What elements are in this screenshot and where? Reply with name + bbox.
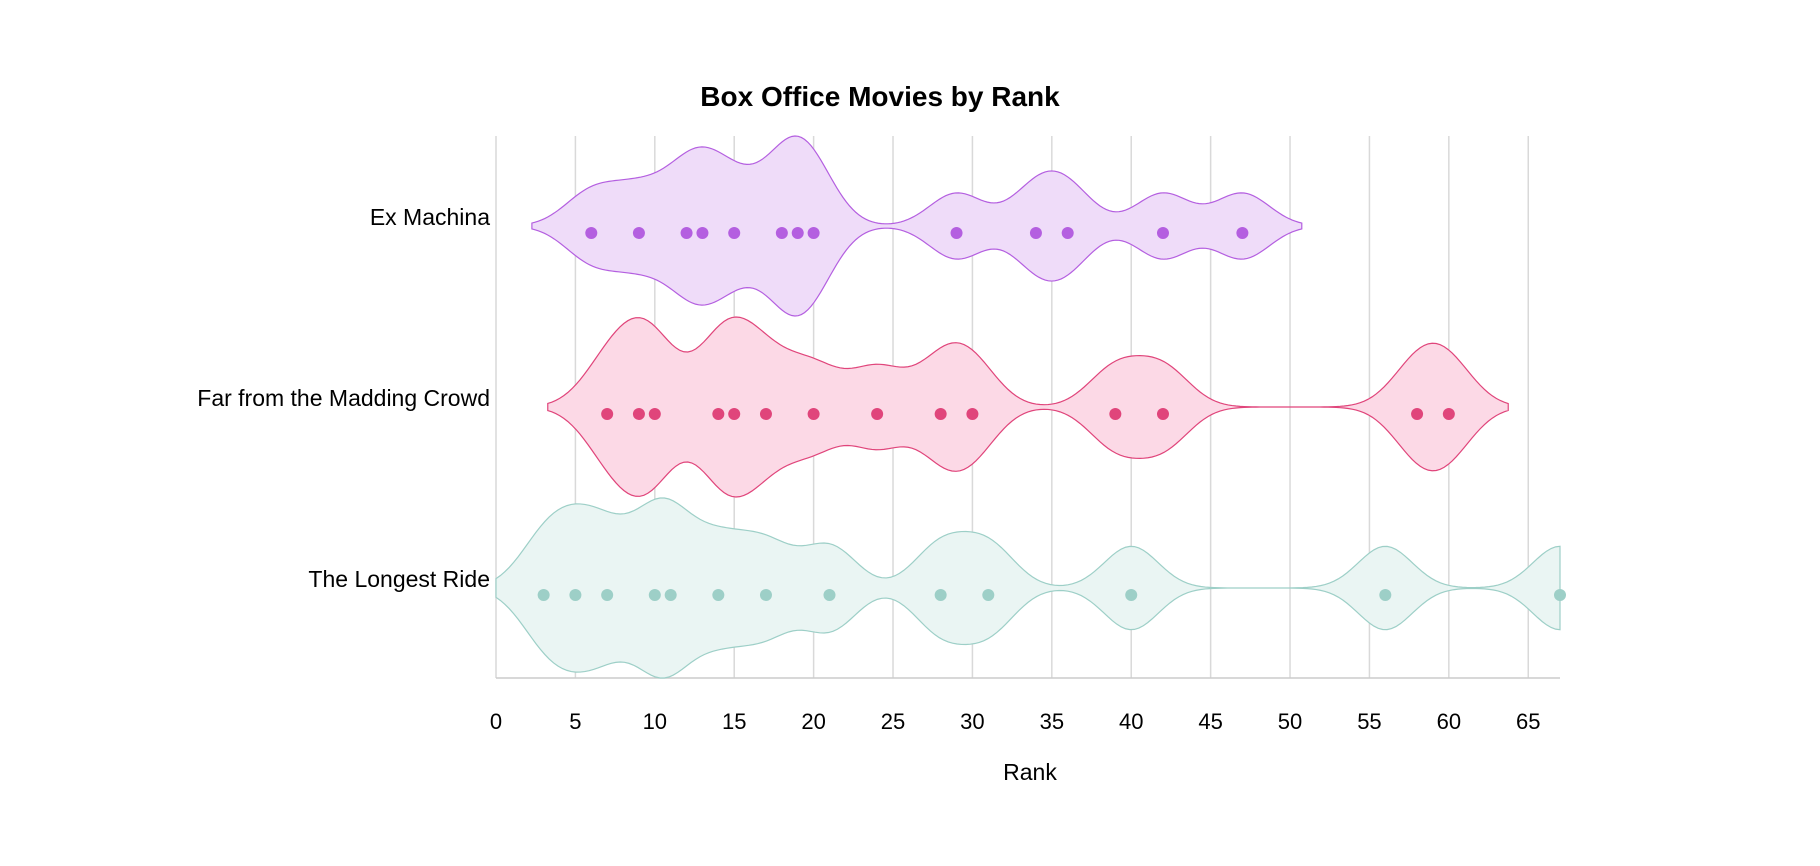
x-axis-label: Rank	[1003, 759, 1057, 785]
data-point	[871, 408, 884, 420]
data-point	[569, 589, 582, 601]
category-label: Ex Machina	[370, 204, 490, 230]
x-tick-label: 0	[490, 709, 502, 734]
data-point	[648, 408, 661, 420]
data-point	[1554, 589, 1566, 601]
data-point	[632, 227, 645, 239]
data-point	[1109, 408, 1122, 420]
data-point	[712, 408, 725, 420]
x-tick-label: 45	[1198, 709, 1222, 734]
data-point	[775, 227, 788, 239]
data-point	[950, 227, 963, 239]
chart-title: Box Office Movies by Rank	[700, 81, 1060, 112]
data-point	[728, 227, 741, 239]
category-labels: Ex Machina Far from the Madding Crowd The …	[197, 204, 490, 592]
data-point	[807, 408, 820, 420]
x-tick-label: 15	[722, 709, 746, 734]
x-axis: 0 5 10 15 20 25 30 35 40 45 50 55 60 65	[490, 677, 1560, 734]
data-point	[934, 408, 947, 420]
x-tick-label: 5	[569, 709, 581, 734]
category-label: The Longest Ride	[308, 566, 490, 592]
x-tick-label: 30	[960, 709, 984, 734]
data-point	[537, 589, 550, 601]
data-point	[1156, 408, 1169, 420]
violin-group	[547, 316, 1509, 498]
data-point	[1411, 408, 1424, 420]
data-point	[585, 227, 598, 239]
data-point	[601, 408, 614, 420]
data-point	[1236, 227, 1249, 239]
x-tick-label: 65	[1516, 709, 1540, 734]
data-point	[1442, 408, 1455, 420]
category-label: Far from the Madding Crowd	[197, 385, 490, 411]
x-tick-label: 50	[1278, 709, 1302, 734]
data-point	[1156, 227, 1169, 239]
data-point	[966, 408, 979, 420]
data-point	[712, 589, 725, 601]
data-point	[1061, 227, 1074, 239]
violin-group	[495, 497, 1566, 679]
x-tick-label: 10	[643, 709, 667, 734]
violin-shape	[547, 316, 1509, 498]
data-point	[1379, 589, 1392, 601]
data-point	[759, 408, 772, 420]
violin-shape	[495, 497, 1561, 679]
x-tick-label: 55	[1357, 709, 1381, 734]
data-point	[680, 227, 693, 239]
data-point	[1029, 227, 1042, 239]
violins	[495, 135, 1566, 679]
x-tick-label: 40	[1119, 709, 1143, 734]
data-point	[759, 589, 772, 601]
x-tick-label: 25	[881, 709, 905, 734]
data-point	[791, 227, 804, 239]
x-tick-label: 35	[1040, 709, 1064, 734]
data-point	[728, 408, 741, 420]
data-point	[934, 589, 947, 601]
data-point	[601, 589, 614, 601]
data-point	[1125, 589, 1138, 601]
x-tick-label: 20	[801, 709, 825, 734]
x-tick-label: 60	[1437, 709, 1461, 734]
data-point	[807, 227, 820, 239]
data-point	[696, 227, 709, 239]
data-point	[632, 408, 645, 420]
data-point	[982, 589, 995, 601]
data-point	[823, 589, 836, 601]
data-point	[664, 589, 677, 601]
violin-shape	[531, 135, 1303, 317]
violin-group	[531, 135, 1303, 317]
data-point	[648, 589, 661, 601]
